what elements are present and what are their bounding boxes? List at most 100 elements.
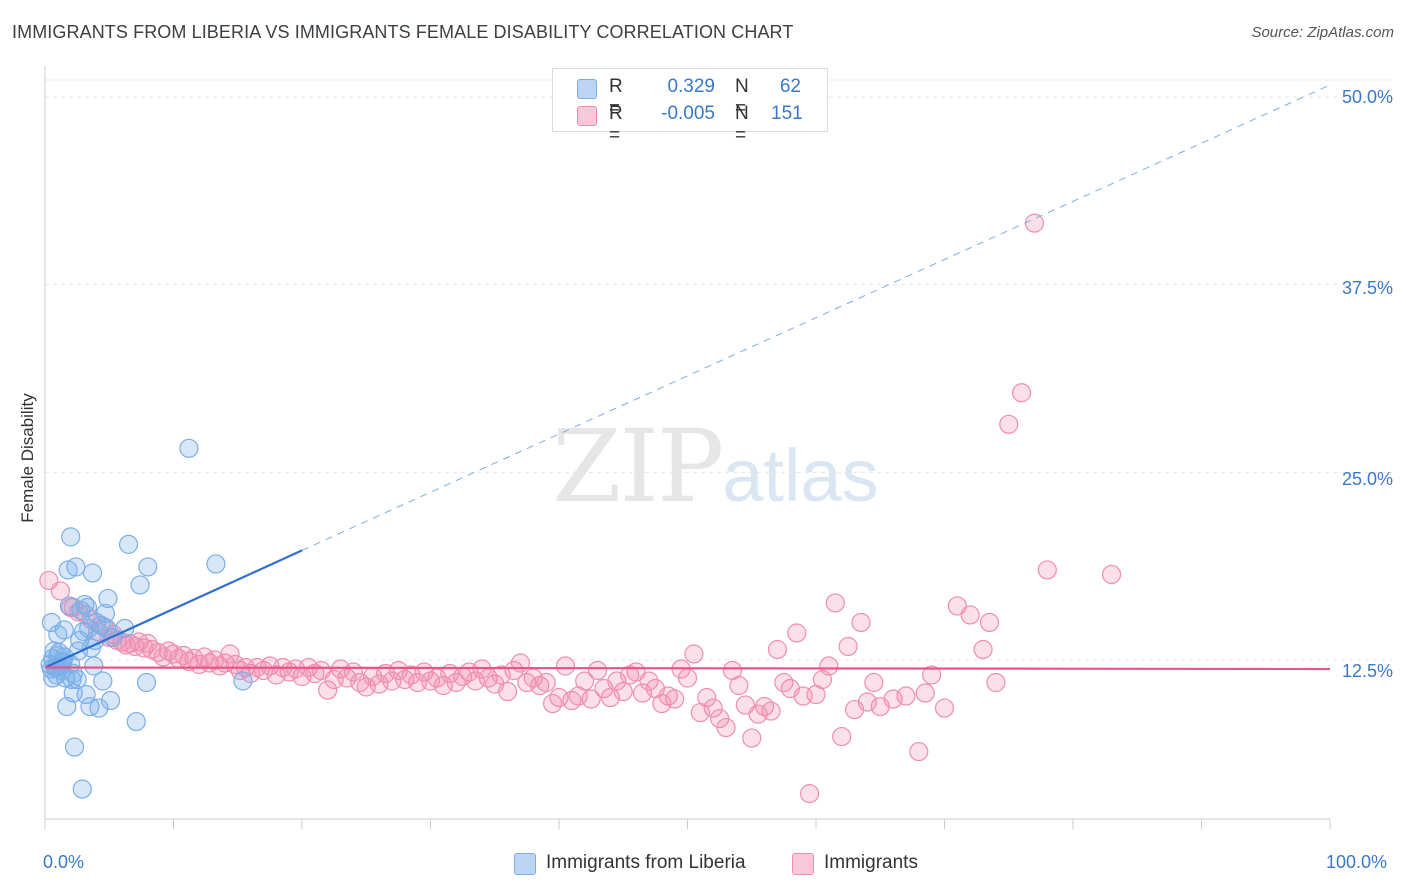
scatter-point [555, 656, 576, 676]
scatter-point [50, 581, 71, 601]
bottom-legend-label: Immigrants from Liberia [546, 852, 746, 873]
scatter-point [54, 620, 74, 640]
scatter-point [233, 671, 253, 691]
watermark-atlas: atlas [722, 434, 879, 517]
scatter-point [838, 636, 858, 657]
immigrants-trend-line [44, 666, 1331, 671]
grid [45, 79, 1392, 661]
scatter-point [91, 615, 112, 636]
scatter-point [896, 686, 916, 706]
chart-source: Source: ZipAtlas.com [1251, 24, 1394, 41]
scatter-point [89, 698, 109, 718]
scatter-point [64, 737, 85, 757]
scatter-point [819, 656, 839, 676]
scatter-point [220, 644, 240, 664]
legend-swatch-blue [577, 79, 597, 99]
x-tick-label: 100.0% [1326, 852, 1388, 872]
scatter-point [100, 690, 121, 711]
scatter-point [75, 594, 95, 615]
scatter-point [82, 563, 103, 583]
scatter-point [857, 692, 878, 712]
scatter-point [510, 653, 531, 673]
liberia-trend-line [44, 549, 303, 669]
scatter-point [66, 557, 86, 577]
scatter-point [1011, 383, 1032, 403]
scatter-point [491, 665, 511, 685]
x-tick-label: 0.0% [43, 852, 85, 872]
legend-r-label: R = [609, 103, 623, 146]
scatter-point [136, 672, 157, 693]
axes [44, 66, 1331, 829]
scatter-point [799, 784, 820, 804]
scatter-point [1037, 560, 1057, 580]
legend-r-value: -0.005 [661, 103, 715, 124]
watermark-zip: ZIP [552, 408, 724, 525]
scatter-point [639, 671, 659, 691]
y-tick-label: 37.5% [1341, 278, 1393, 298]
watermark: ZIPatlas [552, 408, 879, 525]
scatter-point [43, 668, 63, 688]
liberia-trend-extension [301, 84, 1331, 551]
scatter-point [179, 438, 199, 458]
scatter-point [825, 593, 845, 613]
scatter-point [851, 612, 871, 633]
scatter-point [665, 689, 685, 709]
scatter-point [1101, 564, 1122, 585]
scatter-point [613, 681, 633, 702]
legend-n-value: 151 [771, 103, 803, 124]
scatter-point [93, 671, 113, 691]
scatter-point [72, 779, 92, 799]
scatter-point [684, 644, 704, 664]
scatter-point [1024, 213, 1045, 233]
legend-n-label: N = [735, 103, 749, 146]
series-liberia [40, 438, 253, 799]
scatter-point [58, 560, 78, 580]
trend-lines [44, 84, 1331, 671]
scatter-point [979, 612, 1000, 633]
y-tick-label: 50.0% [1341, 87, 1393, 107]
scatter-point [587, 660, 608, 681]
scatter-point [536, 672, 556, 693]
scatter-point [973, 639, 993, 660]
scatter-point [498, 681, 518, 702]
scatter-point [98, 588, 118, 609]
scatter-point [206, 554, 226, 574]
scatter-point [729, 675, 749, 696]
scatter-point [575, 671, 595, 691]
legend-r-value: 0.329 [667, 76, 715, 97]
series-immigrants [39, 213, 1122, 804]
scatter-point [999, 414, 1019, 434]
scatter-point [61, 527, 81, 547]
legend-r-label: R = [609, 76, 623, 119]
scatter-point [761, 701, 781, 721]
scatter-point [960, 605, 980, 625]
scatter-point [652, 693, 672, 714]
scatter-point [318, 680, 338, 700]
scatter-point [77, 597, 98, 618]
scatter-point [703, 698, 723, 718]
scatter-point [76, 684, 96, 705]
scatter-point [126, 711, 146, 732]
scatter-point [504, 660, 524, 681]
scatter-point [581, 689, 601, 709]
y-tick-label: 25.0% [1341, 469, 1393, 489]
legend-swatch-pink [577, 106, 597, 126]
scatter-point [767, 639, 788, 660]
scatter-point [632, 683, 653, 703]
y-tick-label: 12.5% [1341, 661, 1393, 681]
scatter-point [158, 641, 178, 661]
scatter-point [909, 741, 929, 762]
scatter-point [742, 728, 762, 748]
legend-n-label: N = [735, 76, 749, 119]
scatter-point [118, 534, 139, 554]
scatter-point [832, 726, 852, 747]
scatter-point [677, 668, 698, 688]
scatter-point [922, 665, 942, 685]
scatter-point [138, 557, 158, 577]
bottom-legend-swatch-blue [514, 853, 536, 875]
scatter-point [95, 603, 115, 624]
scatter-point [915, 683, 935, 703]
bottom-legend-label: Immigrants [824, 852, 918, 873]
scatter-point [787, 623, 807, 643]
